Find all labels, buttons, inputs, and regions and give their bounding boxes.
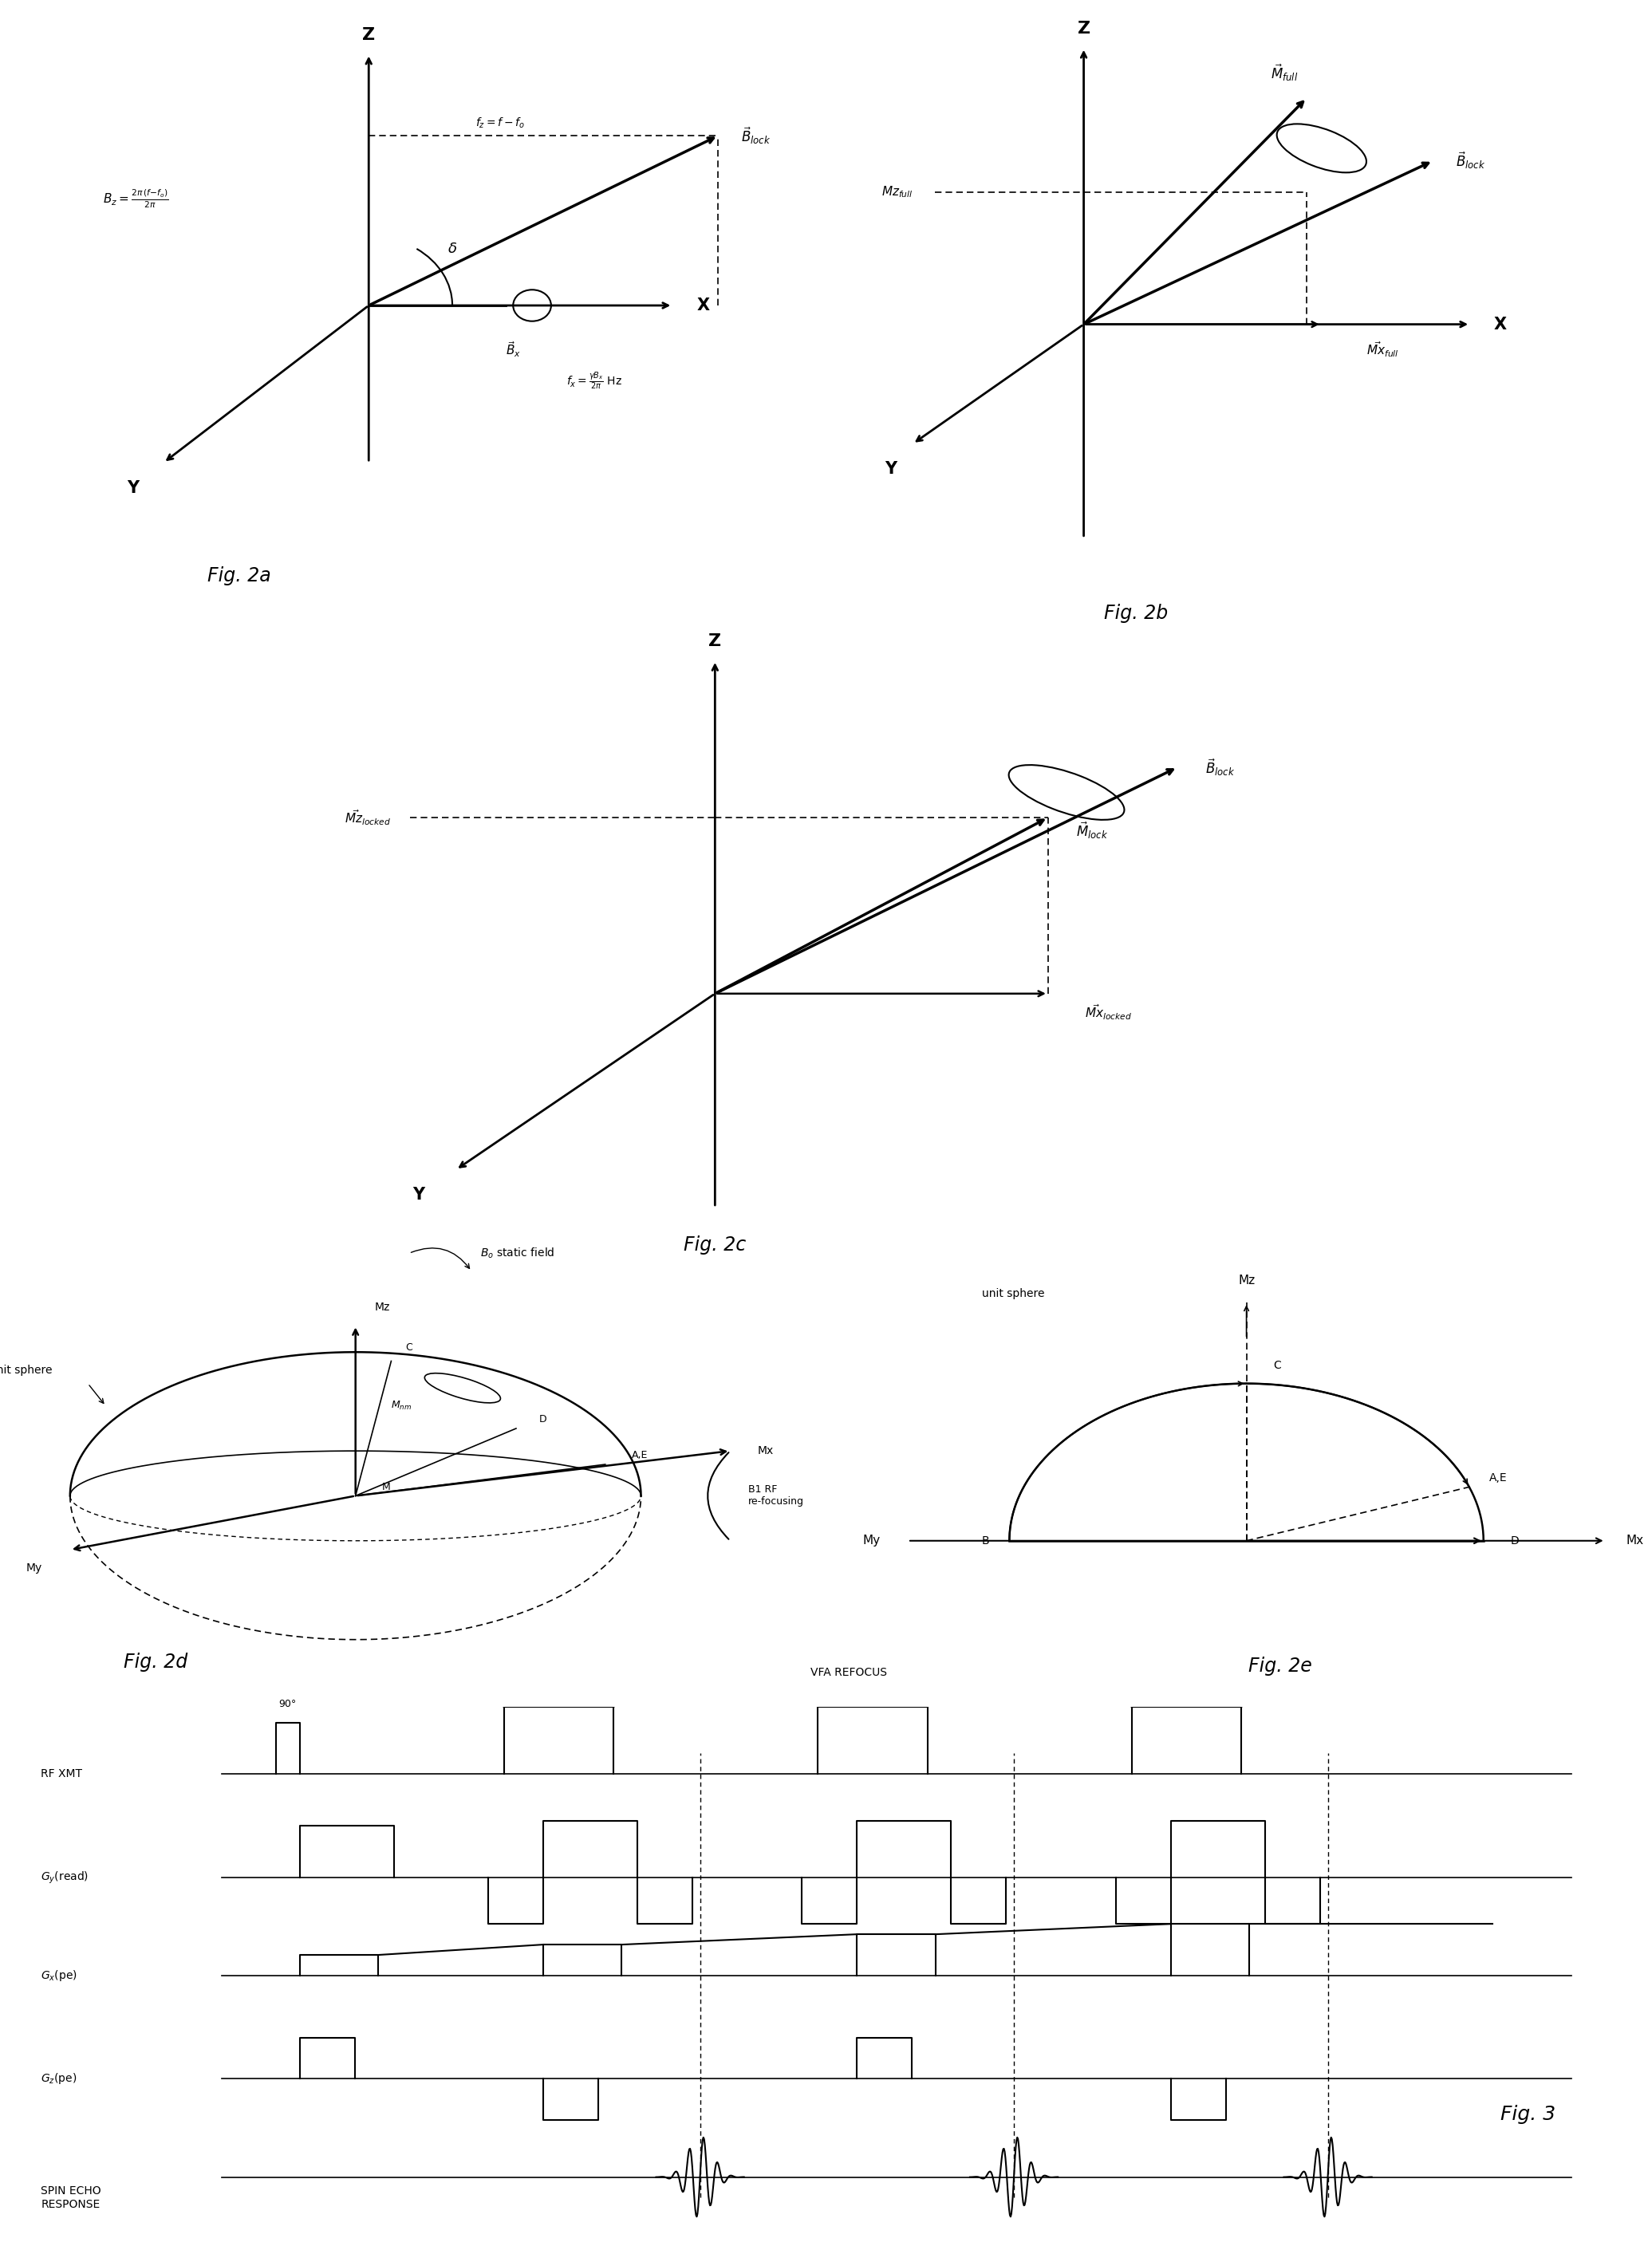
Text: Mx: Mx — [1626, 1534, 1644, 1547]
Text: Fig. 3: Fig. 3 — [1500, 2105, 1555, 2125]
Text: D: D — [1510, 1536, 1520, 1545]
Text: $\vec{B}_{lock}$: $\vec{B}_{lock}$ — [1206, 757, 1236, 777]
Text: Mz: Mz — [375, 1303, 390, 1312]
Text: RF XMT: RF XMT — [41, 1768, 83, 1779]
Text: Y: Y — [884, 460, 897, 476]
Text: $\vec{Mz}_{locked}$: $\vec{Mz}_{locked}$ — [345, 809, 392, 827]
Text: B1 RF
re-focusing: B1 RF re-focusing — [748, 1485, 805, 1507]
Text: Fig. 2a: Fig. 2a — [208, 566, 271, 586]
Text: $B_z = \frac{2\pi\,(f\!-\!f_o)}{2\pi}$: $B_z = \frac{2\pi\,(f\!-\!f_o)}{2\pi}$ — [102, 186, 169, 209]
Text: Fig. 2d: Fig. 2d — [124, 1653, 188, 1671]
Text: My: My — [26, 1563, 43, 1572]
Text: M: M — [382, 1482, 392, 1491]
Text: D: D — [539, 1415, 547, 1424]
Text: A,E: A,E — [633, 1451, 648, 1460]
Text: Y: Y — [413, 1186, 425, 1204]
Text: SPIN ECHO
RESPONSE: SPIN ECHO RESPONSE — [41, 2185, 101, 2210]
Text: Mx: Mx — [758, 1446, 773, 1455]
Text: $\vec{B}_{lock}$: $\vec{B}_{lock}$ — [742, 126, 771, 146]
Text: $f_x = \frac{\gamma B_x}{2\pi}$ Hz: $f_x = \frac{\gamma B_x}{2\pi}$ Hz — [567, 371, 623, 391]
Text: Fig. 2c: Fig. 2c — [684, 1235, 747, 1256]
Text: Fig. 2e: Fig. 2e — [1249, 1658, 1312, 1676]
Text: $Mz_{full}$: $Mz_{full}$ — [881, 184, 914, 200]
Text: Y: Y — [127, 481, 139, 496]
Text: $G_y$(read): $G_y$(read) — [41, 1869, 89, 1884]
Text: Fig. 2b: Fig. 2b — [1104, 604, 1168, 622]
Text: $\vec{M}_{full}$: $\vec{M}_{full}$ — [1270, 63, 1298, 83]
Text: $\vec{B}_x$: $\vec{B}_x$ — [506, 339, 520, 359]
Text: $\vec{Mx}_{locked}$: $\vec{Mx}_{locked}$ — [1085, 1004, 1132, 1022]
Text: C: C — [1274, 1361, 1282, 1370]
Text: $f_z = f-f_o$: $f_z = f-f_o$ — [476, 117, 524, 130]
Text: B: B — [981, 1536, 990, 1545]
Text: X: X — [697, 296, 709, 314]
Text: $\vec{B}_{lock}$: $\vec{B}_{lock}$ — [1455, 150, 1485, 171]
Text: Z: Z — [362, 27, 375, 43]
Text: Z: Z — [1077, 20, 1090, 36]
Text: $\vec{Mx}_{full}$: $\vec{Mx}_{full}$ — [1366, 339, 1399, 359]
Text: 90°: 90° — [279, 1698, 296, 1709]
Text: X: X — [1493, 317, 1507, 332]
Text: $G_x$(pe): $G_x$(pe) — [41, 1967, 78, 1983]
Text: VFA REFOCUS: VFA REFOCUS — [811, 1667, 887, 1678]
Text: Mz: Mz — [1237, 1273, 1256, 1287]
Text: $B_o$ static field: $B_o$ static field — [481, 1247, 555, 1260]
Text: Z: Z — [709, 633, 722, 649]
Text: C: C — [405, 1343, 413, 1352]
Text: unit sphere: unit sphere — [983, 1289, 1046, 1298]
Text: My: My — [862, 1534, 881, 1547]
Text: $M_{nm}$: $M_{nm}$ — [392, 1399, 411, 1413]
Text: unit sphere: unit sphere — [0, 1366, 53, 1375]
Text: $G_z$(pe): $G_z$(pe) — [41, 2071, 78, 2087]
Text: A,E: A,E — [1490, 1473, 1508, 1485]
Text: $\vec{M}_{lock}$: $\vec{M}_{lock}$ — [1075, 820, 1108, 840]
Text: $\delta$: $\delta$ — [448, 243, 458, 256]
